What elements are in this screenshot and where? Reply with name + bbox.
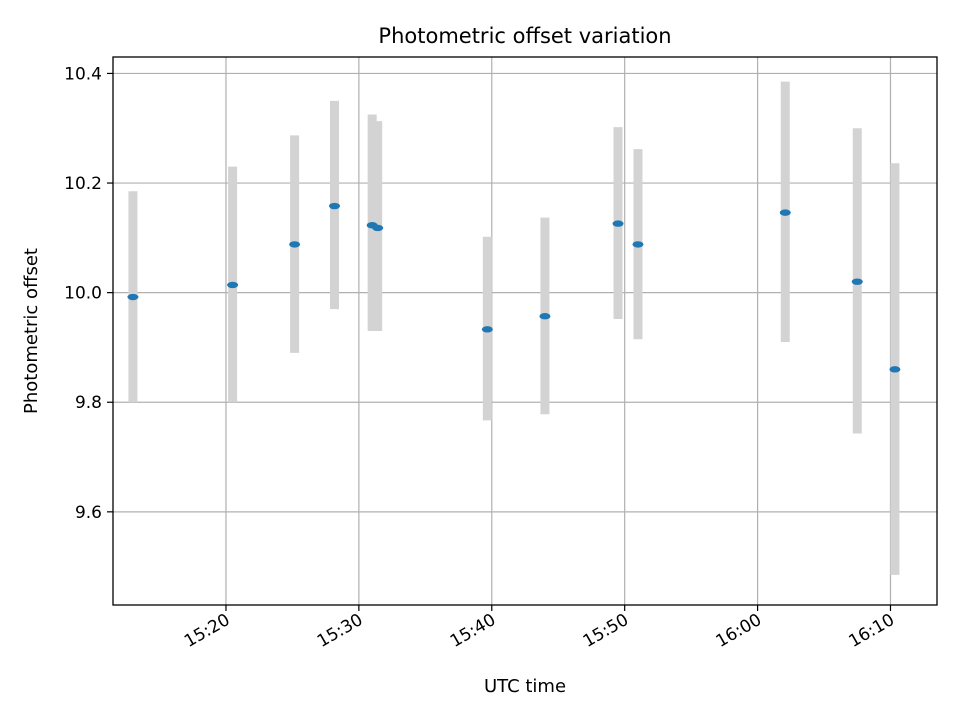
data-point [127,293,139,301]
data-point [612,220,624,227]
axes-frame [112,56,938,606]
y-tick-label: 9.6 [75,503,102,523]
data-point [227,281,239,289]
x-axis-title: UTC time [484,676,566,697]
data-point [539,313,551,320]
y-tick-label: 9.8 [75,393,102,413]
y-tick-label: 10.2 [64,174,102,194]
y-tick-label: 10.0 [64,284,102,304]
data-point [889,366,901,373]
data-point [372,224,384,232]
data-point [329,202,341,210]
data-point [779,209,791,216]
data-point [289,241,301,248]
y-axis-title: Photometric offset [21,248,42,414]
data-point [481,326,493,333]
data-point [632,241,644,248]
data-point [851,278,863,285]
gridlines [113,57,937,605]
data-points [127,202,901,373]
y-tick-label: 10.4 [64,64,102,84]
chart-title: Photometric offset variation [378,24,671,48]
